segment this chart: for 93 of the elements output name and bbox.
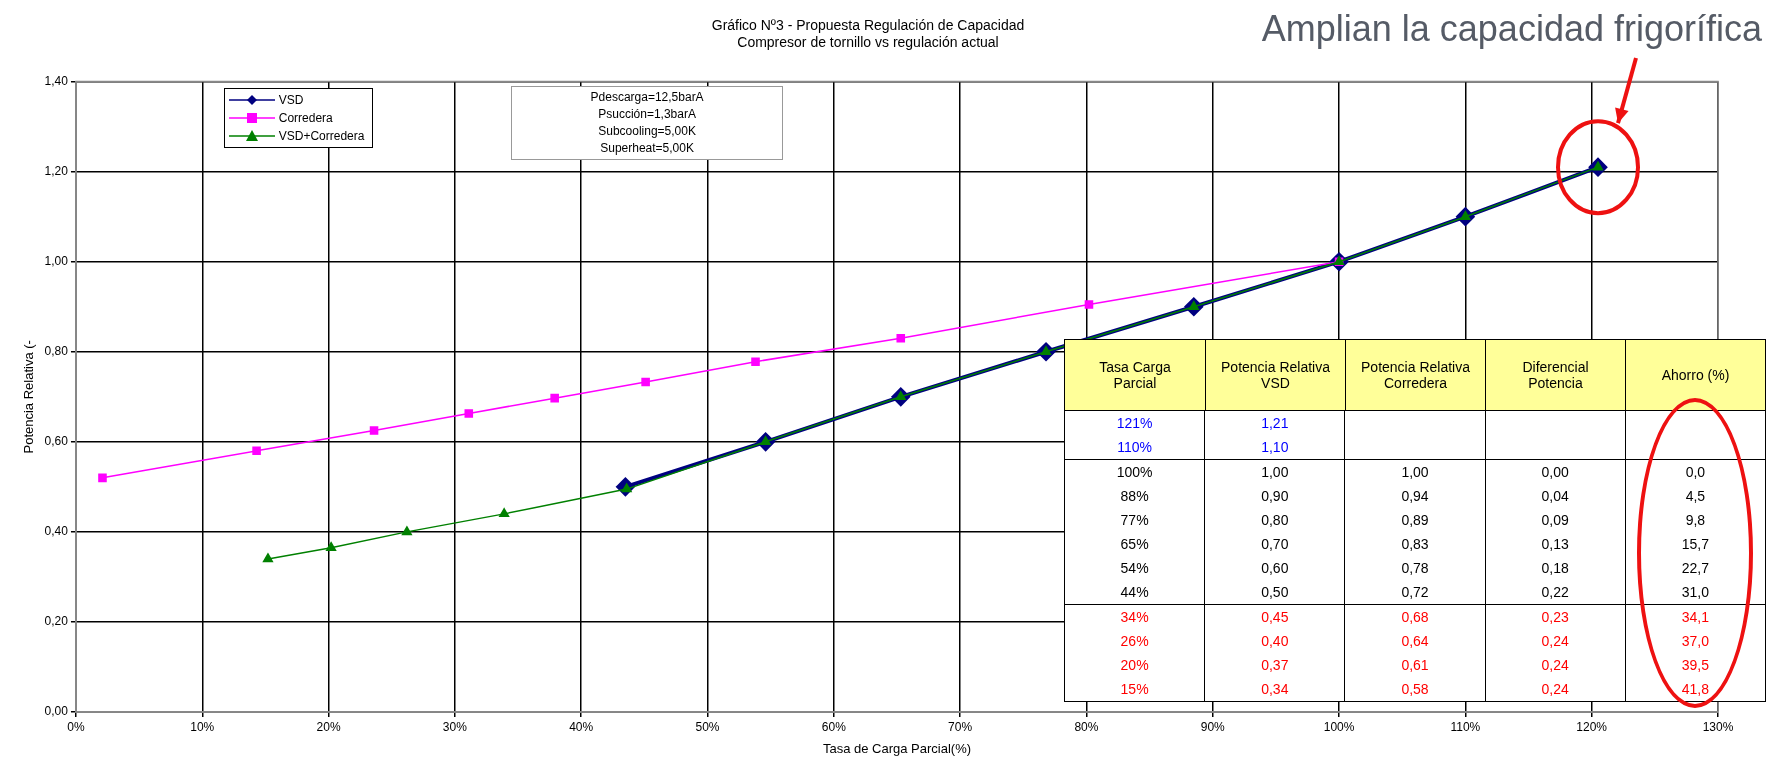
category-label: Potencia Relativa Corredera (1345, 340, 1485, 410)
legend-label: VSD (278, 92, 304, 107)
annotation: 15% (1119, 680, 1150, 699)
annotation: Pdescarga=12,5barA (589, 88, 705, 106)
x-tick-label: 120% (1576, 719, 1608, 734)
annotation: 34,1 (1624, 605, 1766, 629)
annotation: Psucción=1,3barA (597, 105, 697, 123)
x-tick-label: 20% (316, 719, 341, 734)
x-tick-label: 10% (190, 719, 215, 734)
annotation: 0,34 (1204, 677, 1345, 701)
y-tick-label: 0,40 (44, 524, 69, 539)
y-tick-label: 1,00 (44, 254, 69, 269)
annotation: 4,5 (1624, 484, 1766, 508)
annotation: 15,7 (1624, 532, 1766, 556)
annotation: 1,00 (1204, 460, 1345, 484)
annotation: Subcooling=5,00K (597, 122, 697, 140)
y-tick-label: 0,60 (44, 434, 69, 449)
category-label: Potencia Relativa VSD (1205, 340, 1345, 410)
annotation: 9,8 (1624, 508, 1766, 532)
category-label: Diferencial Potencia (1485, 340, 1625, 410)
text: Amplian la capacidad frigorífica (1261, 8, 1762, 50)
y-tick-label: 0,20 (44, 614, 69, 629)
annotation: 0,78 (1344, 556, 1485, 580)
annotation: 0,22 (1484, 580, 1625, 604)
x-tick-label: 70% (948, 719, 973, 734)
y-tick-label: 1,20 (44, 163, 69, 178)
annotation: 1,00 (1344, 460, 1485, 484)
annotation: 0,40 (1204, 629, 1345, 653)
annotation: 0,04 (1484, 484, 1625, 508)
x-tick-label: 30% (442, 719, 468, 734)
y-tick-label: 0,00 (44, 704, 69, 719)
legend-label: Corredera (278, 110, 333, 125)
x-tick-label: 80% (1074, 719, 1099, 734)
annotation: 0,83 (1344, 532, 1485, 556)
annotation: 39,5 (1624, 653, 1766, 677)
annotation: 54% (1119, 559, 1150, 578)
annotation: Superheat=5,00K (599, 139, 695, 157)
annotation: 26% (1119, 632, 1150, 651)
legend-label: VSD+Corredera (278, 128, 365, 143)
annotation: 0,68 (1344, 605, 1485, 629)
annotation: 0,24 (1484, 653, 1625, 677)
annotation: 34% (1119, 608, 1150, 627)
annotation: 0,24 (1484, 677, 1625, 701)
annotation: 0,50 (1204, 580, 1345, 604)
annotation: 0,24 (1484, 629, 1625, 653)
annotation: 0,13 (1484, 532, 1625, 556)
x-tick-label: 0% (67, 719, 85, 734)
annotation: 20% (1119, 656, 1150, 675)
annotation: 31,0 (1624, 580, 1766, 604)
annotation: 0,45 (1204, 605, 1345, 629)
annotation: 0,18 (1484, 556, 1625, 580)
annotation: 0,0 (1624, 460, 1766, 484)
annotation: 77% (1119, 511, 1150, 530)
x-tick-label: 100% (1323, 719, 1355, 734)
annotation: 0,00 (1484, 460, 1625, 484)
chart-subtitle: Compresor de tornillo vs regulación actual (737, 34, 999, 51)
category-label: Tasa Carga Parcial (1098, 358, 1172, 393)
annotation: 110% (1116, 438, 1153, 457)
annotation: 1,10 (1204, 435, 1345, 459)
x-tick-label: 60% (821, 719, 847, 734)
annotation: 0,89 (1344, 508, 1485, 532)
annotation: 0,60 (1204, 556, 1345, 580)
x-tick-label: 110% (1450, 719, 1481, 734)
annotation: 0,64 (1344, 629, 1485, 653)
annotation: 0,94 (1344, 484, 1485, 508)
annotation: 37,0 (1624, 629, 1766, 653)
annotation: 44% (1119, 583, 1150, 602)
x-axis-title: Tasa de Carga Parcial(%) (822, 740, 972, 756)
annotation: 100% (1115, 463, 1154, 482)
annotation: 41,8 (1624, 677, 1766, 701)
annotation: 65% (1119, 535, 1150, 554)
annotation: 0,23 (1484, 605, 1625, 629)
x-tick-label: 90% (1200, 719, 1226, 734)
y-tick-label: 0,80 (44, 344, 69, 359)
annotation: 0,80 (1204, 508, 1345, 532)
annotation: 0,61 (1344, 653, 1485, 677)
annotation: 121% (1115, 414, 1154, 433)
y-axis-title: Potencia Relativa (- (21, 340, 37, 454)
annotation: 0,58 (1344, 677, 1485, 701)
annotation: 0,90 (1204, 484, 1345, 508)
category-label: Ahorro (%) (1625, 340, 1765, 410)
annotation: 0,09 (1484, 508, 1625, 532)
annotation: 1,21 (1204, 411, 1345, 435)
annotation: 22,7 (1624, 556, 1766, 580)
chart-title: Gráfico Nº3 - Propuesta Regulación de Capacidad (711, 17, 1025, 34)
annotation: 0,70 (1204, 532, 1345, 556)
y-tick-label: 1,40 (44, 73, 69, 88)
annotation: 0,37 (1204, 653, 1345, 677)
x-tick-label: 130% (1702, 719, 1734, 734)
annotation: 88% (1119, 487, 1150, 506)
annotation: 0,72 (1344, 580, 1485, 604)
x-tick-label: 50% (695, 719, 720, 734)
x-tick-label: 40% (569, 719, 594, 734)
